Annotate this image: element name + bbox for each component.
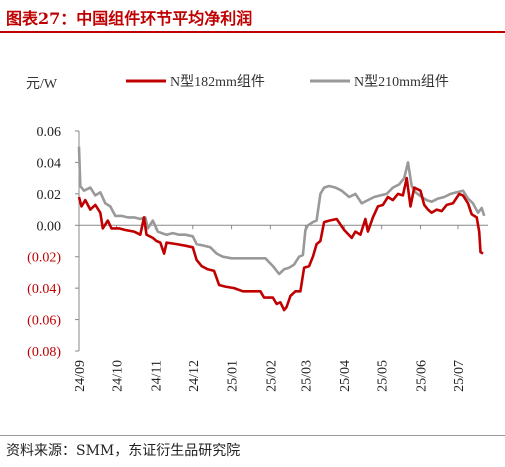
x-tick-label: 24/11	[149, 360, 164, 391]
y-tick-label: (0.06)	[27, 314, 61, 329]
x-tick-label: 24/09	[73, 360, 88, 392]
y-tick-label: 0.06	[37, 125, 62, 140]
bottom-rule	[0, 435, 505, 436]
title-rule	[0, 31, 505, 33]
y-tick-label: (0.02)	[27, 251, 61, 266]
x-tick-label: 25/03	[299, 360, 314, 392]
x-tick-label: 25/07	[452, 360, 467, 392]
x-tick-label: 25/06	[414, 360, 429, 392]
x-tick-label: 25/05	[376, 360, 391, 392]
y-unit-label: 元/W	[26, 77, 58, 92]
x-tick-label: 24/10	[111, 360, 126, 392]
x-tick-label: 25/01	[226, 360, 241, 392]
x-tick-label: 24/12	[187, 360, 202, 392]
series-line	[77, 146, 486, 276]
legend-label: N型182mm组件	[170, 74, 265, 90]
x-tick-label: 25/02	[264, 360, 279, 392]
figure-header: 图表27：中国组件环节平均净利润	[0, 0, 505, 33]
series-line	[77, 176, 484, 312]
figure-title: 图表27：中国组件环节平均净利润	[6, 9, 253, 28]
y-tick-label: 0.00	[37, 219, 62, 234]
y-tick-label: (0.04)	[27, 282, 61, 297]
source-note: 资料来源：SMM，东证衍生品研究院	[6, 443, 241, 459]
x-tick-label: 25/04	[338, 360, 353, 392]
y-tick-label: (0.08)	[27, 345, 61, 360]
legend-label: N型210mm组件	[354, 74, 449, 90]
y-tick-label: 0.02	[37, 188, 62, 203]
y-tick-label: 0.04	[37, 156, 62, 171]
